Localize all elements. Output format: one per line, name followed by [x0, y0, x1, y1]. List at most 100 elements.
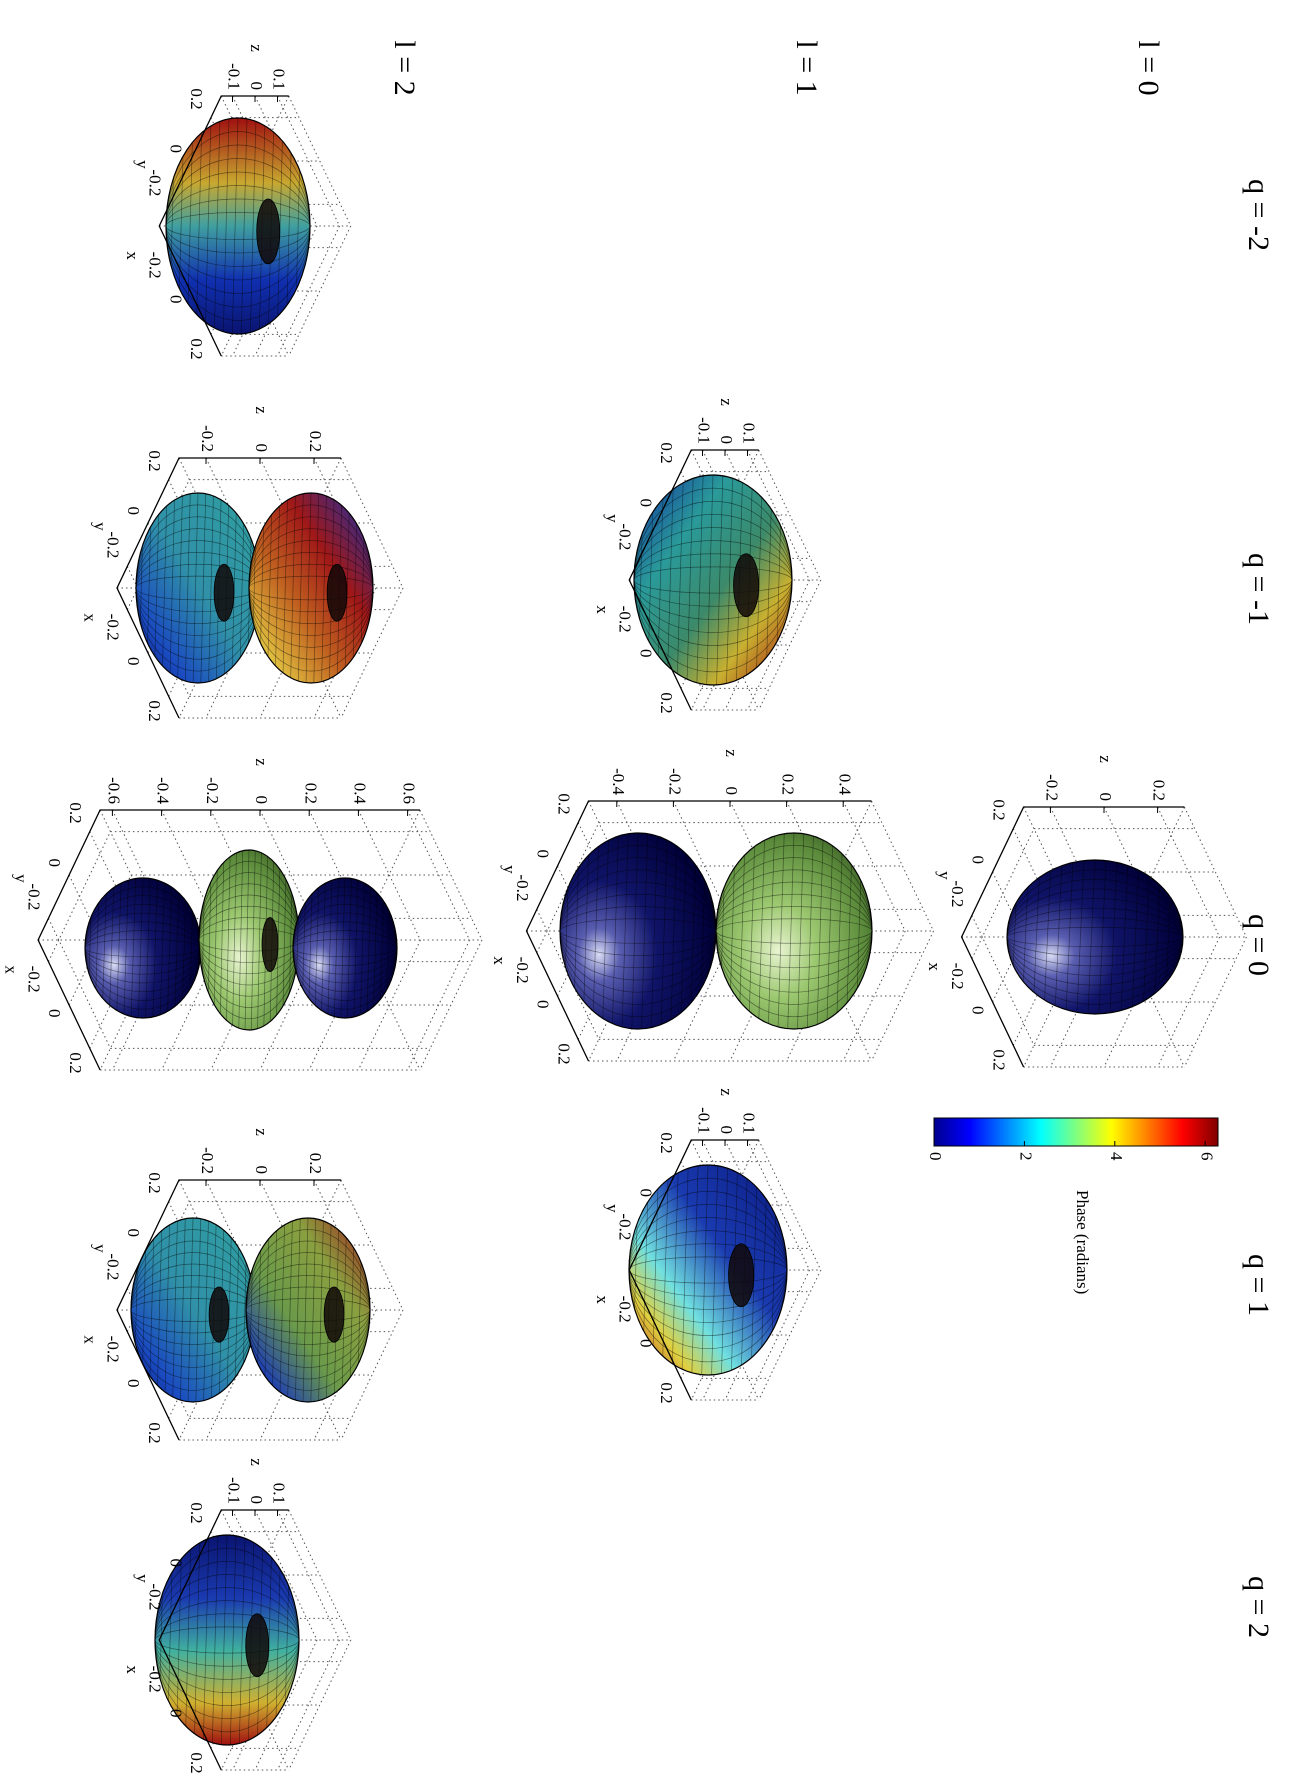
- mesh-line: [166, 185, 310, 267]
- mesh-line: [634, 540, 792, 620]
- x-axis-label: x: [490, 956, 509, 965]
- mesh-line: [155, 1560, 299, 1720]
- mesh-line: [297, 493, 304, 683]
- grid-line: [277, 1509, 341, 1771]
- grid-line: [277, 95, 341, 357]
- grid-line: [842, 800, 906, 1062]
- z-tick-label: 0: [247, 1496, 266, 1505]
- x-tick-label: -0.2: [25, 966, 44, 993]
- surface: [559, 832, 717, 1030]
- colorbar-label: Phase (radians): [1073, 1190, 1092, 1294]
- torus-hole: [326, 563, 348, 622]
- x-tick-label: -0.2: [948, 963, 967, 990]
- mesh-line: [1098, 860, 1107, 1014]
- z-axis-label: z: [252, 758, 271, 766]
- grid-line: [971, 915, 1195, 1046]
- y-tick-label: 0.2: [187, 88, 206, 109]
- mesh-line: [85, 921, 201, 975]
- mesh-line: [327, 878, 333, 1018]
- mesh-line: [166, 131, 310, 321]
- mesh-line: [352, 493, 358, 683]
- mesh-line: [263, 1218, 270, 1402]
- mesh-line: [155, 1574, 299, 1706]
- mesh-line: [244, 850, 250, 1030]
- mesh-line: [671, 1165, 679, 1375]
- box-edge: [340, 457, 404, 719]
- mesh-line: [199, 905, 299, 975]
- mesh-line: [238, 850, 244, 1030]
- x-axis-label: x: [81, 613, 100, 622]
- mesh-line: [257, 850, 262, 1030]
- surface: [165, 117, 311, 335]
- mesh-line: [1065, 860, 1074, 1014]
- y-tick-label: 0: [534, 850, 553, 859]
- box-edge: [288, 1509, 352, 1771]
- mesh-line: [1007, 907, 1183, 967]
- mesh-line: [560, 918, 716, 944]
- mesh-line: [265, 1535, 273, 1745]
- z-tick-label: 0.2: [306, 1153, 325, 1174]
- mesh-line: [246, 1229, 370, 1391]
- grid-line: [68, 874, 451, 1006]
- y-tick-label: 0: [969, 856, 988, 865]
- x-tick-label: -0.2: [616, 606, 635, 633]
- y-tick-label: -0.2: [146, 169, 165, 196]
- mesh-line: [174, 878, 180, 1018]
- mesh-line: [701, 1165, 709, 1375]
- y-tick-label: -0.2: [948, 880, 967, 907]
- mesh-line: [131, 1263, 255, 1357]
- y-axis-label: y: [12, 874, 31, 883]
- x-tick-label: -0.2: [103, 1336, 122, 1363]
- mesh-line: [313, 493, 320, 683]
- mesh-line: [226, 1218, 233, 1402]
- z-tick-label: 0.1: [740, 1113, 759, 1134]
- y-axis-label: y: [500, 865, 519, 874]
- z-tick-label: 0: [252, 1166, 271, 1175]
- x-tick-label: 0.2: [145, 1422, 164, 1443]
- mesh-line: [184, 1535, 192, 1745]
- mesh-line: [200, 493, 207, 683]
- mesh-line: [1007, 888, 1183, 986]
- mesh-line: [680, 833, 688, 1029]
- mesh-line: [634, 514, 792, 646]
- x-tick-label: 0.2: [145, 700, 164, 721]
- y-tick-label: 0.2: [66, 802, 85, 823]
- z-axis-label: z: [252, 1128, 271, 1136]
- mesh-line: [1087, 860, 1096, 1014]
- z-tick-label: 0: [717, 436, 736, 445]
- mesh-line: [293, 921, 397, 975]
- mesh-line: [249, 516, 373, 660]
- z-tick-label: 0.1: [270, 1483, 289, 1504]
- mesh-line: [208, 493, 214, 683]
- mesh-line: [166, 198, 310, 254]
- mesh-line: [1043, 860, 1052, 1014]
- x-tick-label: 0: [969, 1006, 988, 1015]
- column-label: q = 2: [1242, 1576, 1275, 1638]
- surface: [245, 1217, 371, 1403]
- z-axis-label: z: [717, 1088, 736, 1096]
- grid-line: [639, 1248, 770, 1379]
- mesh-line: [199, 883, 299, 997]
- mesh-line: [641, 833, 649, 1029]
- mesh-line: [169, 493, 176, 683]
- mesh-line: [372, 878, 378, 1018]
- mesh-line: [621, 833, 629, 1029]
- mesh-line: [797, 833, 805, 1029]
- mesh-line: [166, 212, 310, 240]
- mesh-line: [152, 878, 158, 1018]
- z-axis-label: z: [722, 749, 741, 757]
- mesh-line: [560, 906, 716, 956]
- z-tick-label: -0.2: [198, 1147, 217, 1174]
- y-tick-label: 0: [636, 499, 655, 508]
- mesh-line: [359, 878, 365, 1018]
- mesh-line: [716, 475, 724, 685]
- y-axis-label: y: [91, 522, 110, 531]
- y-tick-label: 0.2: [145, 450, 164, 471]
- y-tick-label: 0.2: [657, 442, 676, 463]
- x-tick-label: -0.2: [146, 1666, 165, 1693]
- grid-line: [254, 1509, 318, 1771]
- mesh-line: [184, 493, 191, 683]
- mesh-line: [231, 493, 238, 683]
- grid-line: [126, 479, 352, 610]
